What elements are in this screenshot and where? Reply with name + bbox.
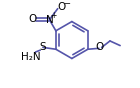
Text: N: N — [46, 15, 53, 25]
Text: O: O — [28, 14, 36, 24]
Text: +: + — [50, 11, 57, 20]
Text: O: O — [96, 42, 104, 52]
Text: H₂N: H₂N — [21, 52, 41, 62]
Text: −: − — [63, 0, 70, 9]
Text: S: S — [40, 42, 46, 52]
Text: O: O — [57, 2, 66, 12]
